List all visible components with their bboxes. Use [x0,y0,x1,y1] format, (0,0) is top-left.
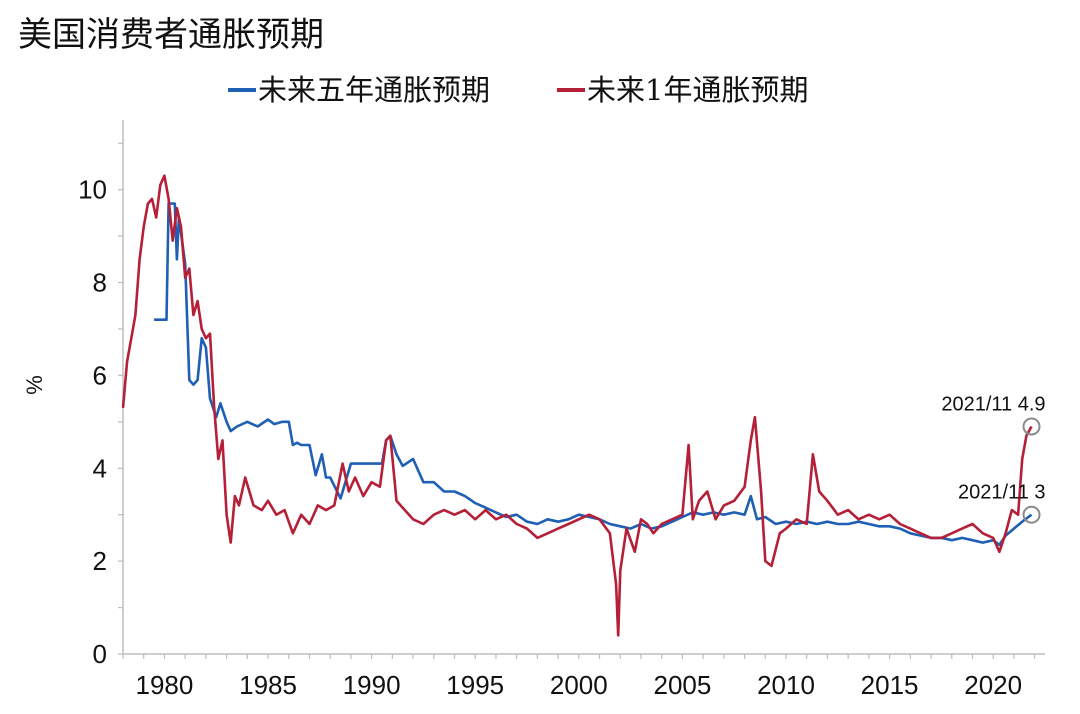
chart-title: 美国消费者通胀预期 [18,15,324,55]
legend: 未来五年通胀预期 未来1年通胀预期 [228,73,808,107]
legend-label-five-year: 未来五年通胀预期 [258,73,490,107]
annotation-label-five-year: 2021/11 3 [958,482,1046,504]
x-tick-label: 2015 [861,670,919,700]
x-tick-label: 2020 [964,670,1022,700]
annotation-marker-one-year [1022,417,1041,436]
annotation-label-one-year: 2021/11 4.9 [941,393,1045,415]
axes: 0 2 4 6 8 10 1980 1985 1990 1995 2000 2005 2010 2015 2… [78,120,1045,700]
x-tick-label: 2005 [653,670,711,700]
x-tick-label: 1980 [136,670,194,700]
x-tick-label: 1985 [239,670,297,700]
annotation-marker-five-year [1022,505,1041,524]
y-axis-label: % [22,375,47,395]
y-tick-label: 8 [93,268,107,298]
y-tick-label: 10 [78,175,107,205]
y-tick-label: 6 [93,360,107,390]
x-tick-label: 1995 [446,670,504,700]
y-tick-label: 4 [93,453,107,483]
series-five-year-line [154,202,1033,547]
x-tick-label: 2000 [550,670,608,700]
series-one-year-line [121,174,1033,637]
y-tick-label: 0 [93,639,107,669]
y-tick-label: 2 [93,546,107,576]
legend-label-one-year: 未来1年通胀预期 [587,73,808,107]
series-layer [121,174,1033,637]
x-tick-label: 2010 [757,670,815,700]
annotation-layer: 2021/11 4.9 2021/11 3 [941,393,1046,524]
x-tick-label: 1990 [343,670,401,700]
